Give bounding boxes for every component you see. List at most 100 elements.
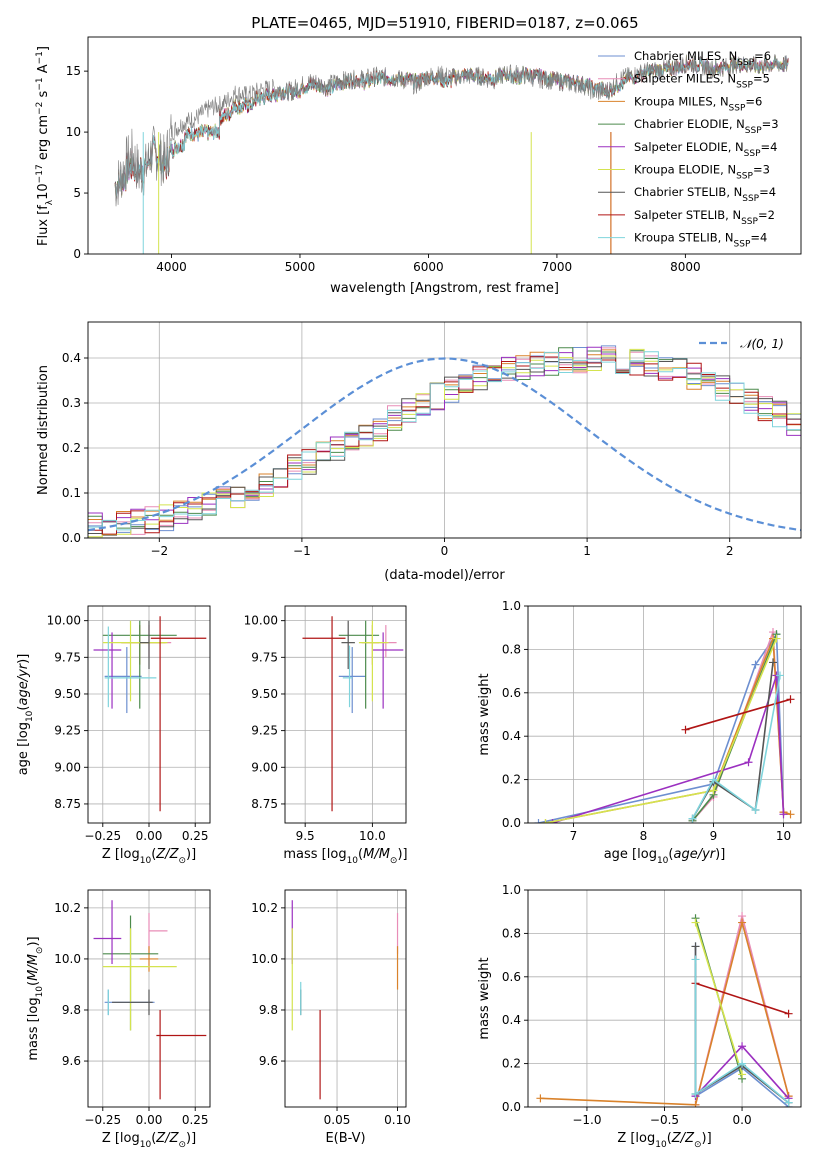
mass_vs_EBV-panel: 0.05 0.10 9.6 9.8 10.0 10.2 E(B-V): [251, 889, 411, 1146]
weight-marker: [779, 810, 788, 819]
y-tick-label: 9.25: [54, 724, 81, 738]
y-tick-label: 9.8: [259, 1003, 278, 1017]
x-tick-label: 10: [776, 829, 791, 843]
residual-histogram-step: [88, 351, 801, 531]
y-axis-label: age [log10(age/yr)]: [16, 654, 35, 776]
y-tick-label: 9.25: [251, 724, 278, 738]
residual-histogram-step: [88, 356, 801, 535]
axes-frame: [87, 36, 802, 255]
x-tick-label: 0.0: [733, 1113, 752, 1127]
legend-label: Salpeter STELIB, NSSP=2: [634, 208, 775, 227]
weight_vs_age-panel: 7 8 9 10 0.0 0.2 0.4 0.6 0.8 1.0 age [log10(age/yr…: [477, 599, 802, 866]
x-tick-label: 9: [710, 829, 718, 843]
age_vs_mass-panel-plot-area: [285, 606, 406, 823]
weight-marker: [691, 1100, 700, 1107]
legend-label: Chabrier STELIB, NSSP=4: [634, 185, 776, 204]
y-tick-label: 0.0: [502, 1100, 521, 1114]
weight_vs_Z-panel-plot-area: [528, 890, 801, 1107]
weight-marker: [548, 819, 557, 823]
x-tick-label: −2: [150, 544, 168, 558]
residual-histogram-step: [88, 357, 801, 534]
weight-series-line: [538, 631, 785, 823]
weight-marker: [534, 819, 543, 823]
axes-frame: [87, 321, 802, 539]
y-axis-label: Flux [fλ10−17 erg cm−2 s−1 A−1]: [35, 46, 55, 246]
x-tick-label: 5000: [285, 260, 316, 274]
y-axis-label: mass weight: [477, 957, 492, 1039]
y-tick-label: 9.00: [251, 760, 278, 774]
y-tick-label: 0.2: [62, 441, 81, 455]
y-tick-label: 0.4: [502, 729, 521, 743]
x-tick-label: −0.25: [84, 829, 121, 843]
age_vs_mass-panel: 9.5 10.0 8.75 9.00 9.25 9.50 9.75 10.00 mass [lo…: [244, 605, 408, 866]
y-tick-label: 10.2: [54, 901, 81, 915]
y-tick-label: 0.8: [502, 926, 521, 940]
x-tick-label: 8000: [670, 260, 701, 274]
y-tick-label: 9.50: [251, 687, 278, 701]
weight-series-line: [695, 982, 789, 1015]
weight-series-line: [691, 675, 781, 820]
weight-series-line: [552, 675, 785, 823]
x-tick-label: 0.00: [136, 1113, 163, 1127]
axes-frame: [527, 605, 802, 824]
y-tick-label: 0.4: [502, 1013, 521, 1027]
weight-marker: [738, 1059, 747, 1068]
weight-marker: [536, 1094, 545, 1103]
y-tick-label: 1.0: [502, 599, 521, 613]
axes-frame: [87, 605, 211, 824]
weight-marker: [776, 671, 784, 680]
x-tick-label: 0.10: [384, 1113, 411, 1127]
x-tick-label: 8: [640, 829, 648, 843]
x-tick-label: −0.5: [650, 1113, 679, 1127]
legend-label: Salpeter MILES, NSSP=5: [634, 72, 770, 91]
y-tick-label: 0: [73, 247, 81, 261]
age_vs_Z-panel: −0.25 0.00 0.25 8.75 9.00 9.25 9.50 9.75 10.00 Z …: [16, 605, 211, 866]
weight-marker: [691, 942, 700, 951]
weight_vs_age-panel-plot-area: [528, 606, 801, 823]
y-tick-label: 5: [73, 186, 81, 200]
x-axis-label: mass [log10(M/M⊙)]: [283, 847, 407, 866]
weight-series-line: [685, 698, 791, 731]
weight-marker: [691, 1089, 700, 1098]
weight-marker: [751, 660, 760, 669]
weight-marker: [738, 1042, 747, 1051]
y-tick-label: 9.50: [54, 687, 81, 701]
x-axis-label: (data-model)/error: [384, 568, 505, 583]
y-tick-label: 10.0: [54, 952, 81, 966]
y-tick-label: 9.6: [62, 1054, 81, 1068]
y-tick-label: 0.3: [62, 396, 81, 410]
x-tick-label: 6000: [413, 260, 444, 274]
weight-series-line: [540, 919, 790, 1106]
weight-marker: [786, 810, 795, 819]
x-tick-label: 9.5: [296, 829, 315, 843]
weight-marker: [772, 634, 781, 643]
x-tick-label: 1: [583, 544, 591, 558]
y-tick-label: 9.75: [251, 650, 278, 664]
x-axis-label: Z [log10(Z/Z⊙)]: [102, 847, 196, 866]
axes-frame: [527, 889, 802, 1108]
legend-label: Kroupa ELODIE, NSSP=3: [634, 163, 770, 182]
x-tick-label: 7000: [542, 260, 573, 274]
weight-marker: [786, 695, 795, 704]
residual-panel-plot-area: [88, 322, 801, 538]
legend-label: 𝒩(0, 1): [740, 337, 784, 351]
weight-marker: [709, 786, 718, 795]
y-tick-label: 10.00: [47, 614, 81, 628]
x-tick-label: −1: [293, 544, 311, 558]
x-tick-label: 7: [570, 829, 578, 843]
weight-marker: [738, 918, 747, 927]
y-tick-label: 1.0: [502, 883, 521, 897]
y-tick-label: 8.75: [54, 797, 81, 811]
gaussian-reference-curve: [88, 357, 801, 532]
x-tick-label: −1.0: [572, 1113, 601, 1127]
weight-marker: [751, 805, 760, 814]
y-tick-label: 10.2: [251, 901, 278, 915]
y-axis-label: mass [log10(M/M⊙)]: [26, 936, 45, 1060]
y-tick-label: 8.75: [251, 797, 278, 811]
y-tick-label: 0.8: [502, 642, 521, 656]
weight-marker: [784, 1009, 793, 1018]
y-tick-label: 0.4: [62, 351, 81, 365]
y-tick-label: 0.6: [502, 686, 521, 700]
y-tick-label: 9.75: [54, 650, 81, 664]
x-axis-label: Z [log10(Z/Z⊙)]: [102, 1131, 196, 1150]
